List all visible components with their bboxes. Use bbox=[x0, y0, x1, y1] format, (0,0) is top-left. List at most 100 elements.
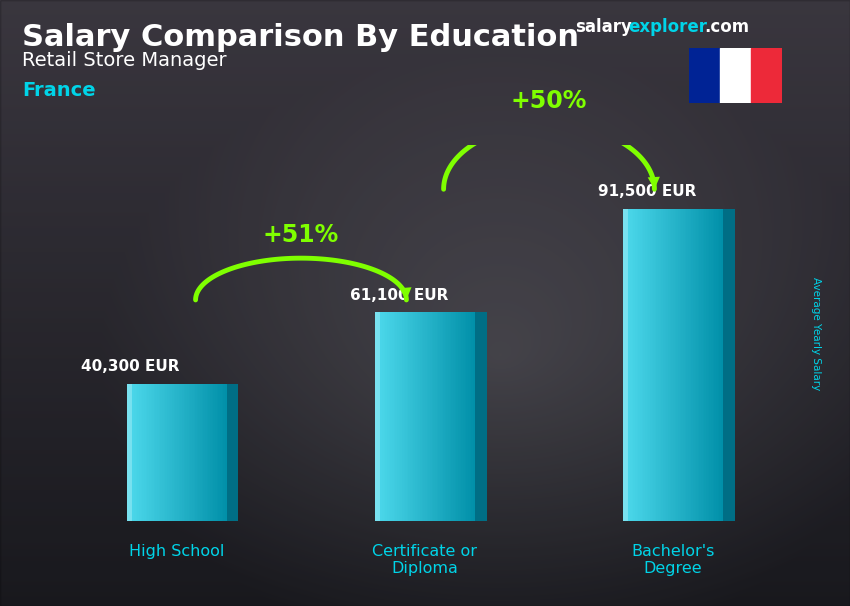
Bar bbox=[400, 313, 402, 521]
Bar bbox=[177, 384, 178, 521]
Text: Bachelor's
Degree: Bachelor's Degree bbox=[632, 544, 715, 576]
Bar bbox=[632, 208, 633, 521]
Bar bbox=[630, 208, 632, 521]
Bar bbox=[128, 384, 132, 521]
Bar bbox=[660, 208, 661, 521]
Bar bbox=[678, 208, 680, 521]
Bar bbox=[173, 384, 176, 521]
Bar bbox=[376, 313, 377, 521]
Bar bbox=[162, 384, 164, 521]
Bar bbox=[663, 208, 665, 521]
Bar bbox=[402, 313, 404, 521]
Text: +51%: +51% bbox=[263, 223, 339, 247]
Bar bbox=[197, 384, 199, 521]
Bar bbox=[677, 208, 678, 521]
Bar bbox=[192, 384, 194, 521]
Bar bbox=[656, 208, 659, 521]
Bar bbox=[473, 313, 475, 521]
Bar bbox=[638, 208, 640, 521]
Bar bbox=[210, 384, 212, 521]
Bar bbox=[394, 313, 395, 521]
Text: Salary Comparison By Education: Salary Comparison By Education bbox=[22, 23, 579, 52]
Bar bbox=[700, 208, 701, 521]
Bar bbox=[458, 313, 460, 521]
Bar bbox=[684, 208, 687, 521]
Bar bbox=[670, 208, 672, 521]
Bar bbox=[164, 384, 166, 521]
Bar bbox=[184, 384, 185, 521]
Bar bbox=[680, 208, 682, 521]
Bar bbox=[698, 208, 700, 521]
Bar bbox=[623, 208, 628, 521]
Bar bbox=[399, 313, 400, 521]
Bar bbox=[460, 313, 462, 521]
Bar bbox=[428, 313, 430, 521]
Bar bbox=[665, 208, 666, 521]
Bar bbox=[196, 384, 197, 521]
Polygon shape bbox=[722, 208, 734, 521]
Bar bbox=[182, 384, 184, 521]
Bar bbox=[628, 208, 631, 521]
Bar bbox=[379, 313, 381, 521]
Bar bbox=[446, 313, 449, 521]
Bar bbox=[642, 208, 643, 521]
Bar bbox=[152, 384, 154, 521]
Bar bbox=[150, 384, 152, 521]
Bar bbox=[710, 208, 711, 521]
Bar bbox=[133, 384, 134, 521]
Bar bbox=[440, 313, 442, 521]
Bar bbox=[175, 384, 178, 521]
Bar bbox=[719, 208, 722, 521]
Bar bbox=[450, 313, 451, 521]
Bar bbox=[172, 384, 174, 521]
Bar bbox=[383, 313, 386, 521]
Bar bbox=[637, 208, 638, 521]
Bar bbox=[691, 208, 693, 521]
Bar bbox=[712, 208, 715, 521]
Bar bbox=[425, 313, 427, 521]
Bar bbox=[649, 208, 650, 521]
Bar bbox=[675, 208, 677, 521]
Bar bbox=[645, 208, 647, 521]
Text: Certificate or
Diploma: Certificate or Diploma bbox=[372, 544, 478, 576]
Bar bbox=[178, 384, 180, 521]
Text: Average Yearly Salary: Average Yearly Salary bbox=[811, 277, 821, 390]
Text: France: France bbox=[22, 81, 95, 100]
Bar bbox=[625, 208, 627, 521]
Bar bbox=[465, 313, 467, 521]
Bar bbox=[462, 313, 463, 521]
Bar bbox=[661, 208, 663, 521]
Bar bbox=[658, 208, 660, 521]
Bar bbox=[651, 208, 654, 521]
Bar bbox=[187, 384, 189, 521]
Polygon shape bbox=[474, 313, 486, 521]
Bar bbox=[207, 384, 208, 521]
Bar bbox=[650, 208, 652, 521]
Text: salary: salary bbox=[575, 18, 632, 36]
Bar bbox=[387, 313, 389, 521]
Bar bbox=[166, 384, 167, 521]
Bar bbox=[220, 384, 222, 521]
Polygon shape bbox=[227, 384, 239, 521]
Bar bbox=[643, 208, 645, 521]
Bar bbox=[392, 313, 394, 521]
Bar bbox=[647, 208, 649, 521]
Bar bbox=[377, 313, 379, 521]
Bar bbox=[427, 313, 428, 521]
Bar bbox=[635, 208, 637, 521]
Bar bbox=[157, 384, 159, 521]
Bar bbox=[409, 313, 411, 521]
Bar bbox=[423, 313, 425, 521]
Bar bbox=[683, 208, 685, 521]
Bar bbox=[708, 208, 710, 521]
Bar bbox=[156, 384, 157, 521]
Bar bbox=[706, 208, 708, 521]
Bar bbox=[694, 208, 696, 521]
Bar bbox=[688, 208, 690, 521]
Text: 91,500 EUR: 91,500 EUR bbox=[598, 184, 696, 199]
Bar bbox=[388, 313, 390, 521]
Bar bbox=[189, 384, 190, 521]
Bar bbox=[194, 384, 196, 521]
Bar bbox=[432, 313, 434, 521]
Bar bbox=[693, 208, 694, 521]
